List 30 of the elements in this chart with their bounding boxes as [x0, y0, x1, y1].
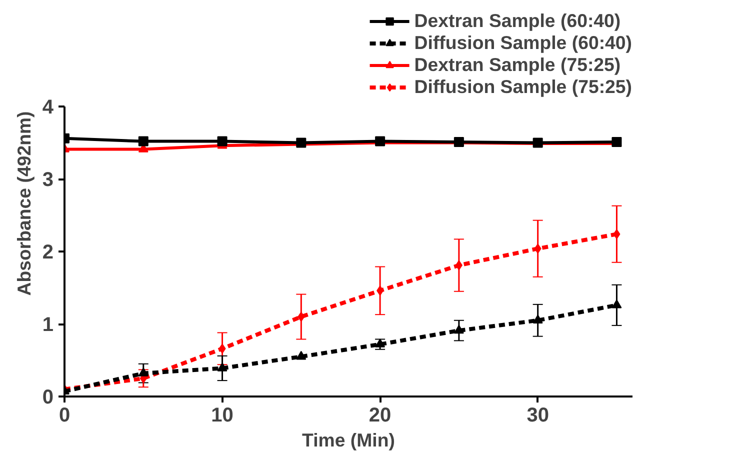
- point: [217, 136, 228, 146]
- point: [138, 368, 148, 376]
- point: [534, 244, 542, 254]
- legend-label: Dextran Sample (60:40): [414, 10, 621, 32]
- legend-label: Dextran Sample (75:25): [414, 54, 621, 76]
- point: [532, 314, 543, 324]
- point: [454, 324, 464, 334]
- point: [217, 362, 228, 372]
- x-tick-label: 0: [58, 404, 70, 426]
- x-tick-label: 30: [526, 404, 549, 426]
- x-tick-label: 20: [368, 404, 392, 426]
- x-axis-title: Time (Min): [302, 430, 395, 450]
- point: [218, 344, 226, 354]
- legend-label: Diffusion Sample (75:25): [414, 76, 632, 98]
- point: [376, 286, 384, 296]
- point: [612, 299, 622, 308]
- y-axis-title: Absorbance (492nm): [13, 111, 34, 296]
- point: [298, 312, 305, 322]
- y-tick-label: 2: [42, 242, 54, 264]
- y-tick-label: 4: [42, 96, 54, 118]
- x-tick-label: 10: [211, 404, 234, 426]
- y-tick-label: 3: [42, 169, 54, 191]
- y-tick-label: 0: [42, 386, 54, 408]
- legend-label: Diffusion Sample (60:40): [414, 32, 632, 54]
- point: [138, 136, 148, 146]
- point: [375, 338, 386, 348]
- point: [296, 350, 306, 360]
- y-tick-label: 1: [42, 314, 54, 336]
- point: [455, 260, 462, 270]
- point: [613, 229, 620, 240]
